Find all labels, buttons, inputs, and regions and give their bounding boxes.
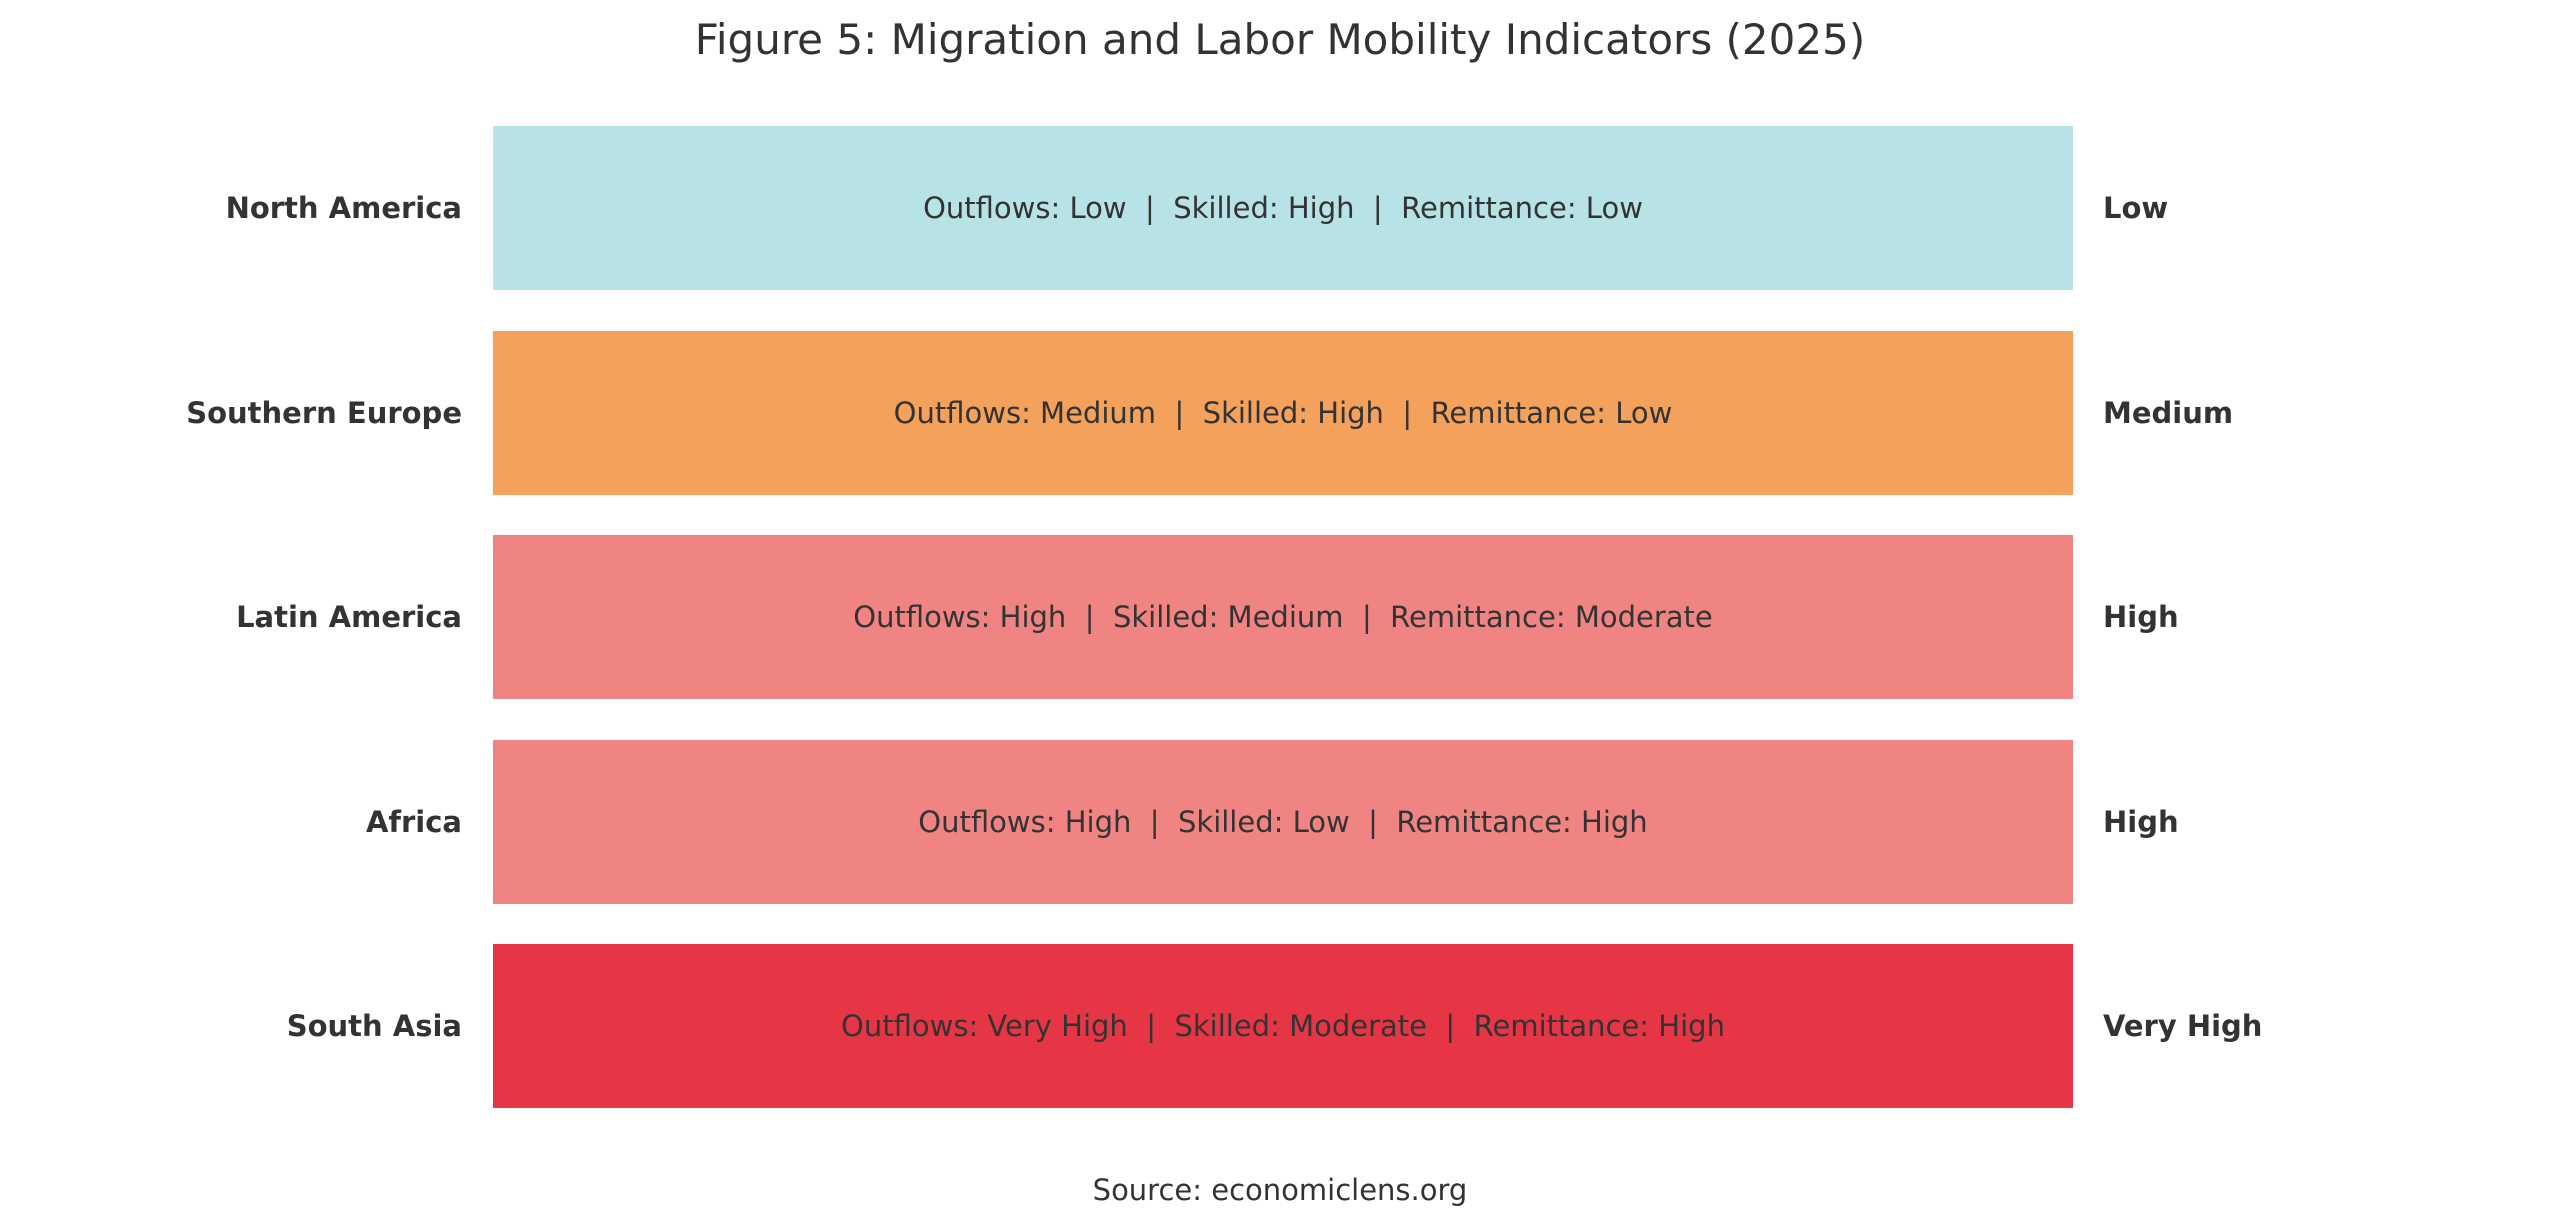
region-label: Africa bbox=[365, 805, 462, 839]
mobility-level: High bbox=[2103, 600, 2179, 634]
indicator-detail: Outflows: Low | Skilled: High | Remittan… bbox=[923, 191, 1643, 225]
indicator-bar bbox=[493, 331, 2073, 495]
chart-title: Figure 5: Migration and Labor Mobility I… bbox=[694, 15, 1866, 64]
indicator-bar bbox=[493, 126, 2073, 290]
indicator-detail: Outflows: High | Skilled: Low | Remittan… bbox=[918, 805, 1648, 839]
indicator-detail: Outflows: High | Skilled: Medium | Remit… bbox=[853, 600, 1713, 634]
indicator-detail: Outflows: Medium | Skilled: High | Remit… bbox=[893, 396, 1673, 430]
indicator-bar bbox=[493, 535, 2073, 699]
region-label: Latin America bbox=[236, 600, 462, 634]
chart-source: Source: economiclens.org bbox=[1092, 1173, 1468, 1207]
region-label: South Asia bbox=[286, 1009, 462, 1043]
mobility-level: Very High bbox=[2103, 1009, 2263, 1043]
region-label: Southern Europe bbox=[186, 396, 462, 430]
indicator-bar bbox=[493, 740, 2073, 904]
indicator-detail: Outflows: Very High | Skilled: Moderate … bbox=[841, 1009, 1725, 1043]
region-label: North America bbox=[225, 191, 462, 225]
mobility-level: High bbox=[2103, 805, 2179, 839]
indicator-bar bbox=[493, 944, 2073, 1108]
mobility-level: Low bbox=[2103, 191, 2169, 225]
mobility-level: Medium bbox=[2103, 396, 2234, 430]
